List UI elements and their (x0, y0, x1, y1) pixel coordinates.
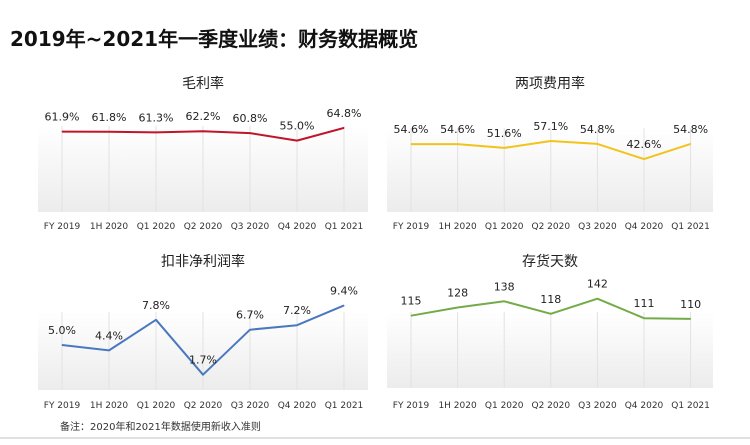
data-point (503, 300, 505, 302)
x-tick-label: Q4 2020 (625, 222, 664, 232)
data-label: 5.0% (48, 324, 76, 337)
chart-title: 扣非净利润率 (161, 253, 245, 270)
line-chart-2: 扣非净利润率 FY 2019 1H 2020 Q1 2020 Q2 2020 Q3 202… (38, 253, 368, 411)
data-point (550, 313, 552, 315)
data-label: 128 (447, 287, 468, 300)
x-tick-label: FY 2019 (44, 222, 81, 232)
data-label: 142 (587, 278, 608, 291)
data-point (457, 143, 459, 145)
data-label: 9.4% (330, 284, 358, 297)
data-label: 54.8% (673, 123, 708, 136)
data-label: 42.6% (627, 138, 662, 151)
data-label: 4.4% (95, 329, 123, 342)
data-point (296, 140, 298, 142)
data-label: 115 (401, 295, 422, 308)
data-label: 111 (634, 297, 655, 310)
data-label: 1.7% (189, 354, 217, 367)
data-point (155, 131, 157, 133)
x-tick-label: Q1 2020 (485, 222, 524, 232)
data-point (643, 317, 645, 319)
data-label: 138 (494, 280, 515, 293)
x-tick-label: 1H 2020 (438, 401, 477, 411)
chart-title: 毛利率 (182, 75, 224, 92)
x-tick-label: Q3 2020 (578, 401, 617, 411)
x-tick-label: Q4 2020 (278, 401, 317, 411)
data-point (343, 304, 345, 306)
data-label: 55.0% (280, 120, 315, 133)
data-label: 6.7% (236, 309, 264, 322)
data-label: 7.8% (142, 299, 170, 312)
x-tick-label: 1H 2020 (90, 401, 129, 411)
data-label: 54.6% (394, 123, 429, 136)
data-point (457, 307, 459, 309)
data-label: 61.9% (45, 111, 80, 124)
data-point (61, 344, 63, 346)
x-tick-label: Q4 2020 (278, 222, 317, 232)
data-point (155, 319, 157, 321)
data-point (296, 324, 298, 326)
data-label: 51.6% (487, 127, 522, 140)
chart-title: 两项费用率 (515, 75, 585, 92)
data-label: 110 (680, 298, 701, 311)
data-point (249, 329, 251, 331)
footnote: 备注：2020年和2021年数据使用新收入准则 (60, 420, 261, 433)
x-tick-label: Q2 2020 (184, 401, 223, 411)
x-tick-label: Q1 2021 (325, 401, 364, 411)
x-tick-label: FY 2019 (393, 222, 430, 232)
data-point (61, 131, 63, 133)
x-tick-label: Q1 2021 (671, 222, 710, 232)
x-tick-label: 1H 2020 (438, 222, 477, 232)
data-label: 118 (540, 293, 561, 306)
data-point (108, 349, 110, 351)
x-tick-label: Q1 2021 (325, 222, 364, 232)
data-point (643, 158, 645, 160)
data-point (596, 143, 598, 145)
data-label: 54.8% (580, 123, 615, 136)
data-point (596, 298, 598, 300)
data-label: 61.3% (139, 111, 174, 124)
x-tick-label: Q2 2020 (532, 401, 571, 411)
x-tick-label: Q3 2020 (578, 222, 617, 232)
data-point (108, 131, 110, 133)
line-chart-1: 两项费用率 FY 2019 1H 2020 Q1 2020 Q2 2020 Q3 2020… (387, 75, 713, 232)
data-label: 62.2% (186, 110, 221, 123)
data-label: 7.2% (283, 304, 311, 317)
data-point (503, 147, 505, 149)
data-label: 64.8% (327, 107, 362, 120)
data-point (202, 374, 204, 376)
x-tick-label: 1H 2020 (90, 222, 129, 232)
x-tick-label: Q3 2020 (231, 222, 270, 232)
data-point (202, 130, 204, 132)
x-tick-label: Q2 2020 (532, 222, 571, 232)
data-point (690, 318, 692, 320)
data-point (690, 143, 692, 145)
x-tick-label: Q4 2020 (625, 401, 664, 411)
x-tick-label: Q1 2020 (137, 222, 176, 232)
line-chart-3: 存货天数 FY 2019 1H 2020 Q1 2020 Q2 2020 Q3 2020 Q… (387, 253, 713, 411)
x-tick-label: Q1 2020 (137, 401, 176, 411)
data-point (343, 127, 345, 129)
data-label: 60.8% (233, 112, 268, 125)
chart-title: 存货天数 (522, 253, 578, 270)
data-label: 57.1% (533, 120, 568, 133)
data-label: 61.8% (92, 111, 127, 124)
data-point (410, 143, 412, 145)
x-tick-label: Q1 2021 (671, 401, 710, 411)
x-tick-label: Q1 2020 (485, 401, 524, 411)
x-tick-label: Q2 2020 (184, 222, 223, 232)
plot-area (387, 312, 713, 388)
data-point (550, 140, 552, 142)
x-tick-label: FY 2019 (393, 401, 430, 411)
x-tick-label: Q3 2020 (231, 401, 270, 411)
x-tick-label: FY 2019 (44, 401, 81, 411)
data-point (410, 315, 412, 317)
page-title: 2019年~2021年一季度业绩：财务数据概览 (10, 27, 418, 51)
data-label: 54.6% (440, 123, 475, 136)
line-chart-0: 毛利率 FY 2019 1H 2020 Q1 2020 Q2 2020 Q3 2020 Q4… (38, 75, 368, 232)
data-point (249, 132, 251, 134)
